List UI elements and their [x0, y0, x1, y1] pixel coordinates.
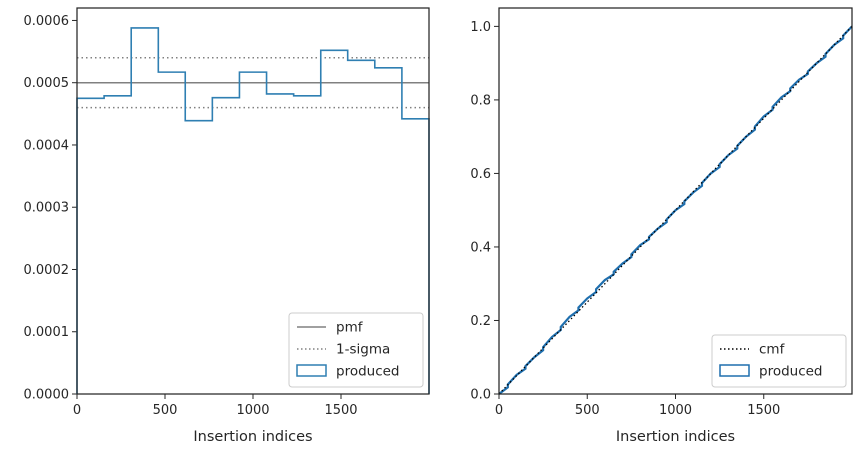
- histogram-bin: [239, 72, 266, 394]
- y-tick-label: 1.0: [470, 20, 491, 35]
- produced-histogram-step: [76, 27, 430, 394]
- x-tick-label: 1500: [324, 403, 357, 418]
- x-tick-label: 1000: [659, 403, 692, 418]
- y-tick-label: 0.0003: [24, 201, 70, 216]
- y-tick-label: 0.0: [470, 388, 491, 403]
- y-tick-label: 0.0006: [24, 14, 70, 29]
- y-tick-label: 0.2: [470, 314, 491, 329]
- legend-label: produced: [336, 364, 400, 380]
- legend: pmf 1-sigma produced: [288, 312, 424, 388]
- x-axis-label: Insertion indices: [616, 429, 735, 445]
- x-tick-label: 500: [153, 403, 178, 418]
- histogram-bin: [212, 98, 239, 394]
- y-tick-label: 0.4: [470, 240, 491, 255]
- histogram-bin: [185, 121, 212, 394]
- x-tick-label: 0: [73, 403, 81, 418]
- y-tick-label: 0.8: [470, 93, 491, 108]
- y-tick-label: 0.0005: [24, 76, 70, 91]
- y-tick-label: 0.0004: [24, 138, 70, 153]
- legend-box: [288, 312, 424, 388]
- legend-label: 1-sigma: [336, 342, 390, 358]
- plot-frame: [498, 7, 853, 395]
- histogram-bin: [104, 96, 131, 394]
- x-tick-label: 500: [575, 403, 600, 418]
- x-tick-label: 0: [495, 403, 503, 418]
- legend-box: [711, 334, 847, 388]
- y-tick-label: 0.0001: [24, 325, 70, 340]
- legend-swatch: [719, 364, 750, 377]
- plot-frame: [76, 7, 430, 395]
- legend-label: cmf: [759, 342, 786, 358]
- y-tick-label: 0.0002: [24, 263, 70, 278]
- legend-label: produced: [759, 364, 823, 380]
- y-tick-label: 0.0000: [24, 388, 70, 403]
- left-chart-panel: 0 500 1000 1500 0.0000 0.0001 0.0002 0.0003 0.00…: [24, 7, 430, 445]
- histogram-bin: [158, 72, 185, 394]
- histogram-bin: [77, 98, 104, 394]
- legend-label: pmf: [336, 320, 364, 336]
- x-tick-label: 1500: [747, 403, 780, 418]
- x-axis-label: Insertion indices: [193, 429, 312, 445]
- cmf-line: [498, 25, 853, 395]
- legend-swatch: [296, 364, 327, 377]
- y-tick-label: 0.6: [470, 167, 491, 182]
- right-chart-panel: 0 500 1000 1500 0.0 0.2 0.4 0.6 0.8 1.0 Insertion …: [470, 7, 853, 445]
- x-tick-label: 1000: [236, 403, 269, 418]
- legend: cmf produced: [711, 334, 847, 388]
